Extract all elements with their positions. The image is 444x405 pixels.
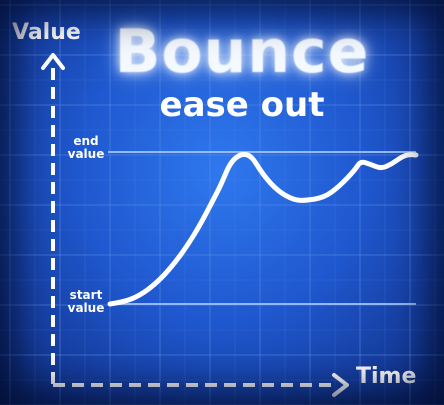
chart-subtitle: ease out	[159, 85, 325, 125]
y-axis-label: Value	[12, 20, 81, 45]
bounce-curve	[107, 151, 419, 307]
x-axis-label: Time	[356, 364, 417, 389]
x-axis-arrow-icon	[332, 373, 349, 397]
chart-title: Bounce	[114, 17, 370, 87]
y-axis-arrow-icon	[41, 53, 65, 70]
start-value-label: start value	[67, 288, 105, 315]
reference-lines	[108, 151, 416, 305]
end-value-label: end value	[67, 134, 105, 161]
axes	[41, 53, 349, 397]
